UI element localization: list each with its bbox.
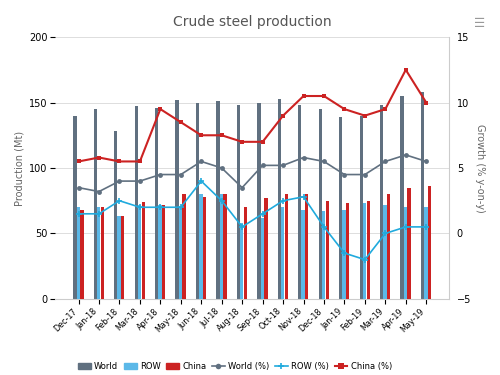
Bar bbox=[322, 211, 326, 299]
Text: ☰: ☰ bbox=[474, 17, 485, 30]
Bar bbox=[138, 205, 141, 299]
Y-axis label: Production (Mt): Production (Mt) bbox=[15, 130, 25, 206]
Bar bbox=[182, 194, 186, 299]
Title: Crude steel production: Crude steel production bbox=[173, 15, 332, 29]
Bar bbox=[94, 109, 97, 299]
Bar bbox=[260, 218, 264, 299]
Bar bbox=[244, 207, 247, 299]
Bar bbox=[318, 109, 322, 299]
Bar bbox=[162, 205, 166, 299]
Bar bbox=[158, 205, 162, 299]
Bar bbox=[216, 101, 220, 299]
Bar bbox=[278, 99, 281, 299]
Bar bbox=[424, 207, 428, 299]
Bar bbox=[284, 194, 288, 299]
Bar bbox=[203, 197, 206, 299]
Bar bbox=[281, 207, 284, 299]
Bar bbox=[298, 105, 302, 299]
Bar bbox=[400, 96, 404, 299]
Bar bbox=[387, 194, 390, 299]
Bar bbox=[366, 201, 370, 299]
Bar bbox=[363, 203, 366, 299]
Bar bbox=[404, 207, 407, 299]
Bar bbox=[179, 207, 182, 299]
Bar bbox=[240, 223, 244, 299]
Bar bbox=[421, 92, 424, 299]
Bar bbox=[176, 100, 179, 299]
Bar bbox=[155, 108, 158, 299]
Bar bbox=[134, 106, 138, 299]
Bar bbox=[302, 210, 305, 299]
Bar bbox=[100, 207, 104, 299]
Bar bbox=[339, 117, 342, 299]
Bar bbox=[384, 205, 386, 299]
Bar bbox=[220, 194, 223, 299]
Bar bbox=[258, 102, 260, 299]
Bar bbox=[326, 201, 329, 299]
Bar bbox=[408, 188, 410, 299]
Legend: World, ROW, China, World (%), ROW (%), China (%): World, ROW, China, World (%), ROW (%), C… bbox=[78, 362, 392, 371]
Bar bbox=[80, 210, 84, 299]
Bar bbox=[114, 131, 117, 299]
Bar bbox=[118, 216, 120, 299]
Bar bbox=[380, 105, 384, 299]
Bar bbox=[224, 194, 226, 299]
Bar bbox=[196, 102, 199, 299]
Bar bbox=[121, 216, 124, 299]
Bar bbox=[360, 116, 363, 299]
Bar bbox=[342, 210, 345, 299]
Bar bbox=[199, 194, 202, 299]
Bar bbox=[76, 207, 80, 299]
Bar bbox=[305, 194, 308, 299]
Bar bbox=[264, 198, 268, 299]
Bar bbox=[346, 203, 350, 299]
Y-axis label: Growth (% y-on-y): Growth (% y-on-y) bbox=[475, 124, 485, 212]
Bar bbox=[142, 202, 145, 299]
Bar bbox=[73, 116, 76, 299]
Bar bbox=[237, 105, 240, 299]
Bar bbox=[97, 207, 100, 299]
Bar bbox=[428, 186, 431, 299]
